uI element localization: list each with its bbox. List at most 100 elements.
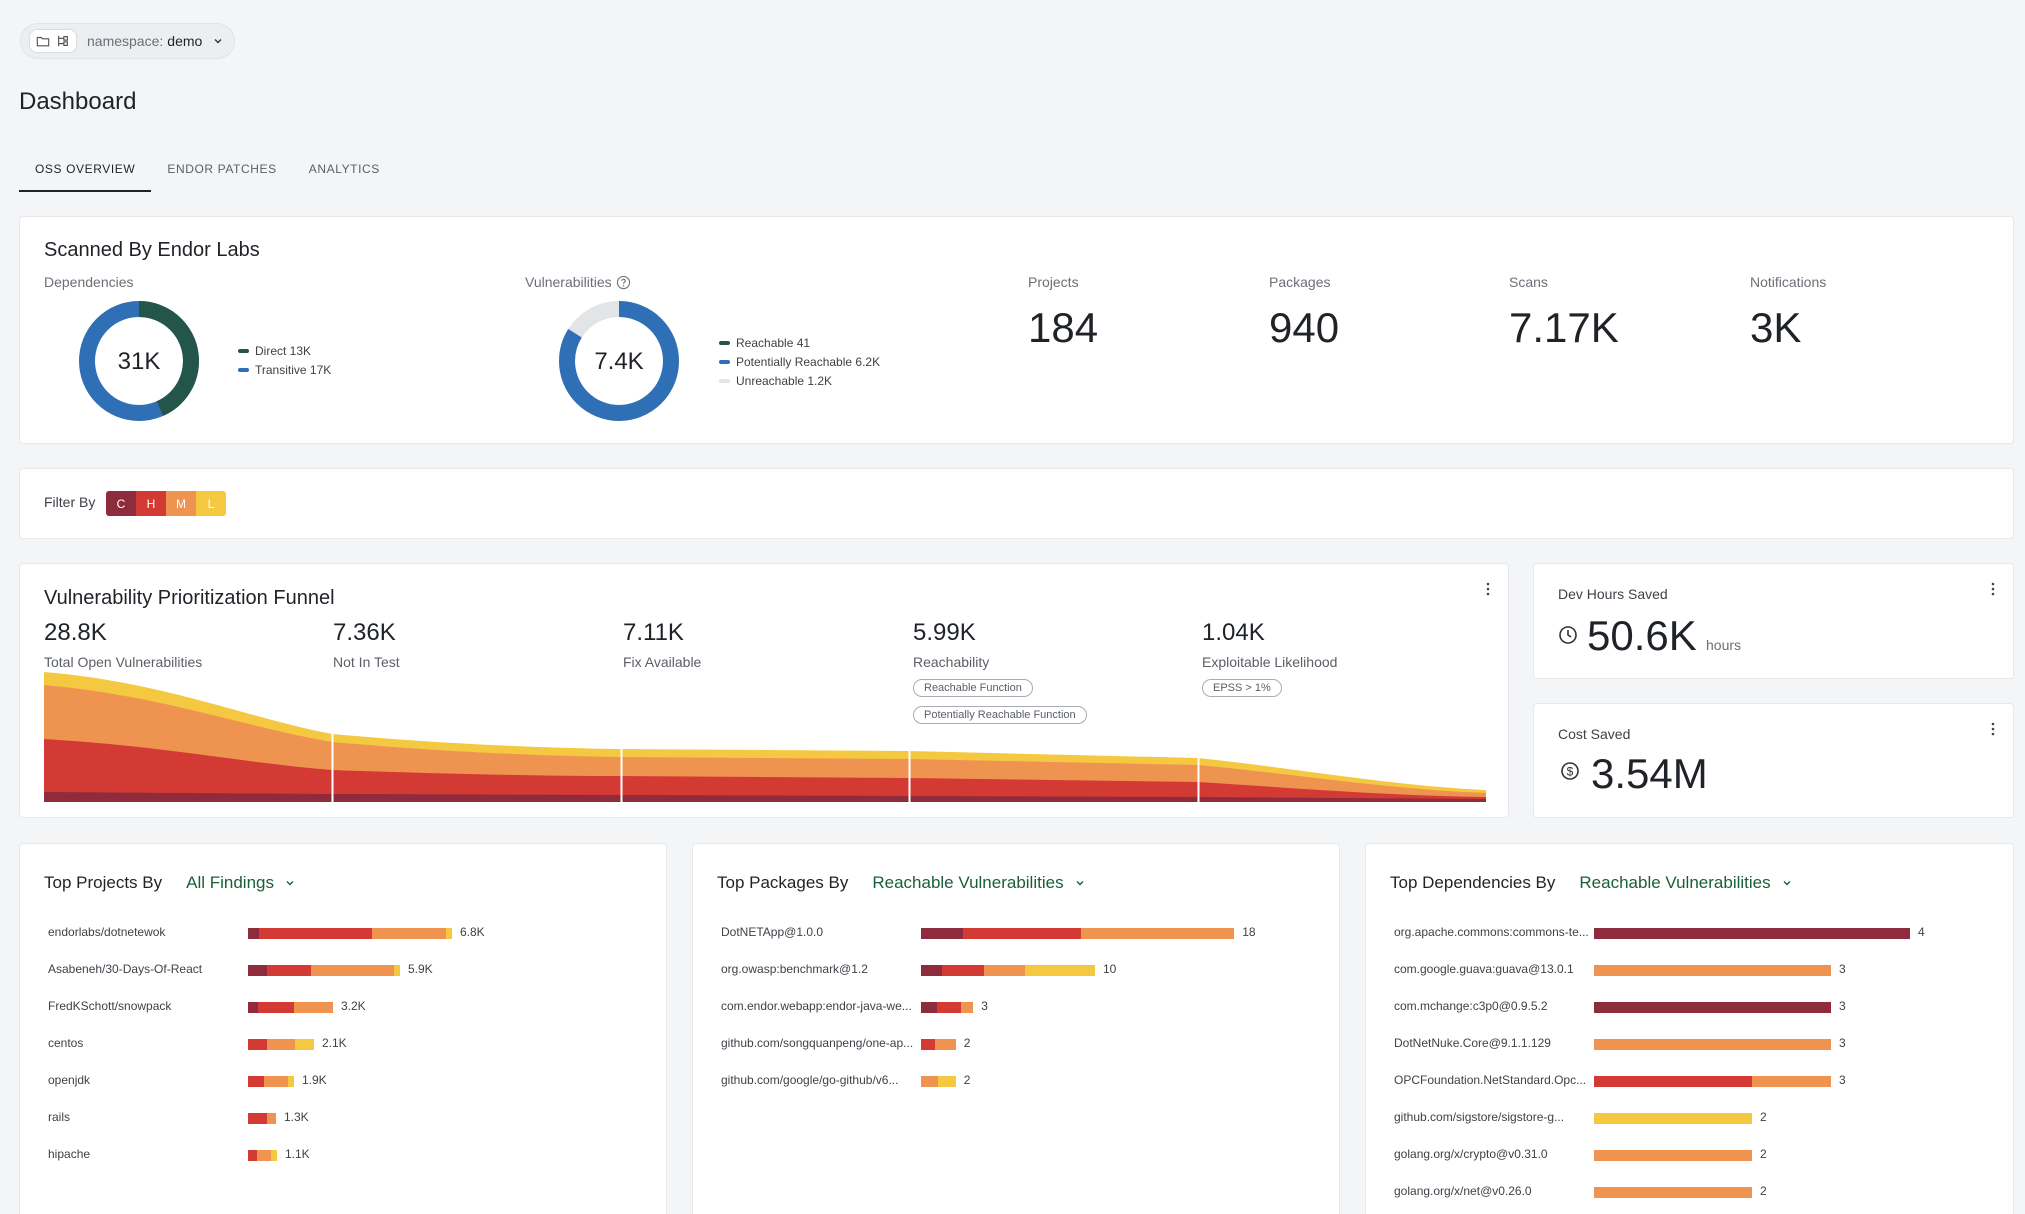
funnel-stage-fix-available-label: Fix Available <box>623 654 702 670</box>
package-name: github.com/google/go-github/v6... <box>721 1073 899 1087</box>
page-title: Dashboard <box>19 88 137 115</box>
package-name: DotNETApp@1.0.0 <box>721 925 824 939</box>
namespace-selector[interactable]: namespace: demo <box>20 23 235 59</box>
dev-hours-card: Dev Hours Saved 50.6K hours <box>1533 563 2014 679</box>
legend-transitive-label: Transitive 17K <box>255 362 332 377</box>
project-row[interactable]: FredKSchott/snowpack 3.2K <box>20 999 666 1021</box>
scanned-title: Scanned By Endor Labs <box>44 239 260 261</box>
dependency-row[interactable]: github.com/sigstore/sigstore-g... 2 <box>1366 1110 2013 1132</box>
legend-unreachable: Unreachable 1.2K <box>719 371 880 390</box>
package-value: 2 <box>963 1036 971 1050</box>
package-row[interactable]: com.endor.webapp:endor-java-we... 3 <box>693 999 1339 1021</box>
dependency-value: 2 <box>1760 1184 1767 1198</box>
project-name: hipache <box>48 1147 91 1161</box>
project-segment-low <box>271 1150 277 1161</box>
stat-packages[interactable]: Packages 940 <box>1269 274 1339 352</box>
dependency-row[interactable]: DotNetNuke.Core@9.1.1.129 3 <box>1366 1036 2013 1058</box>
funnel-menu-icon[interactable] <box>1480 581 1496 597</box>
filter-low[interactable]: L <box>196 491 226 516</box>
package-row[interactable]: org.owasp:benchmark@1.2 10 <box>693 962 1339 984</box>
pill-reachable-function[interactable]: Reachable Function <box>913 679 1033 697</box>
legend-transitive: Transitive 17K <box>238 360 331 379</box>
pill-potentially-reachable-function[interactable]: Potentially Reachable Function <box>913 706 1087 724</box>
project-row[interactable]: hipache 1.1K <box>20 1147 666 1169</box>
project-segment-medium <box>294 1002 333 1013</box>
project-row[interactable]: endorlabs/dotnetewok 6.8K <box>20 925 666 947</box>
dependency-row[interactable]: com.mchange:c3p0@0.9.5.2 3 <box>1366 999 2013 1021</box>
dependencies-donut: 31K <box>79 301 199 421</box>
dependency-row[interactable]: com.google.guava:guava@13.0.1 3 <box>1366 962 2013 984</box>
dependencies-legend: Direct 13K Transitive 17K <box>238 341 331 379</box>
package-segment-medium <box>934 1039 956 1050</box>
package-bar <box>921 965 1095 976</box>
folder-icon <box>36 36 50 47</box>
project-row[interactable]: Asabeneh/30-Days-Of-React 5.9K <box>20 962 666 984</box>
cost-saved-menu-icon[interactable] <box>1985 721 2001 737</box>
dev-hours-menu-icon[interactable] <box>1985 581 2001 597</box>
dependency-row[interactable]: org.apache.commons:commons-te... 4 <box>1366 925 2013 947</box>
legend-unreachable-label: Unreachable 1.2K <box>736 373 833 388</box>
package-row[interactable]: github.com/google/go-github/v6... 2 <box>693 1073 1339 1095</box>
stat-projects[interactable]: Projects 184 <box>1028 274 1098 352</box>
stat-notifications[interactable]: Notifications 3K <box>1750 274 1826 352</box>
funnel-stage-fix-available[interactable]: 7.11K Fix Available <box>623 619 701 670</box>
vulnerabilities-label-text: Vulnerabilities <box>525 274 612 290</box>
top-packages-title: Top Packages By <box>717 873 849 892</box>
dependency-name: com.mchange:c3p0@0.9.5.2 <box>1394 999 1548 1013</box>
dependency-name: golang.org/x/net@v0.26.0 <box>1394 1184 1532 1198</box>
tab-oss-overview[interactable]: OSS OVERVIEW <box>19 148 152 192</box>
project-segment-critical <box>248 928 259 939</box>
project-bar <box>248 1039 314 1050</box>
funnel-stage-total-value: 28.8K <box>44 619 107 646</box>
project-segment-low <box>288 1076 294 1087</box>
stat-packages-label: Packages <box>1269 274 1331 290</box>
stat-projects-label: Projects <box>1028 274 1079 290</box>
top-projects-selector[interactable]: All Findings <box>186 873 296 893</box>
dependency-row[interactable]: golang.org/x/crypto@v0.31.0 2 <box>1366 1147 2013 1169</box>
dependency-row[interactable]: OPCFoundation.NetStandard.Opc... 3 <box>1366 1073 2013 1095</box>
top-dependencies-selector[interactable]: Reachable Vulnerabilities <box>1579 873 1792 893</box>
package-row[interactable]: github.com/songquanpeng/one-ap... 2 <box>693 1036 1339 1058</box>
pill-epss[interactable]: EPSS > 1% <box>1202 679 1282 697</box>
stat-scans-label: Scans <box>1509 274 1548 290</box>
top-packages-selector[interactable]: Reachable Vulnerabilities <box>872 873 1085 893</box>
namespace-value: demo <box>167 33 203 49</box>
package-value: 2 <box>963 1073 971 1087</box>
dev-hours-label: Dev Hours Saved <box>1558 586 1668 602</box>
funnel-stage-total[interactable]: 28.8K Total Open Vulnerabilities <box>44 619 202 670</box>
cost-saved-value: 3.54M <box>1591 750 1708 797</box>
package-segment-medium <box>961 1002 974 1013</box>
namespace-icons <box>29 29 77 53</box>
funnel-stage-reachability[interactable]: 5.99K Reachability Reachable Function Po… <box>913 619 1087 724</box>
project-bar <box>248 928 452 939</box>
project-row[interactable]: openjdk 1.9K <box>20 1073 666 1095</box>
dependency-segment-high <box>1594 1076 1752 1087</box>
dependency-segment-critical <box>1594 1002 1831 1013</box>
dependency-segment-low <box>1594 1113 1752 1124</box>
top-projects-header: Top Projects By All Findings <box>44 873 296 893</box>
dependency-row[interactable]: golang.org/x/net@v0.26.0 2 <box>1366 1184 2013 1206</box>
filter-medium[interactable]: M <box>166 491 196 516</box>
package-row[interactable]: DotNETApp@1.0.0 18 <box>693 925 1339 947</box>
filter-high[interactable]: H <box>136 491 166 516</box>
tab-endor-patches[interactable]: ENDOR PATCHES <box>167 162 277 176</box>
funnel-high-area <box>44 739 1486 802</box>
legend-reachable-label: Reachable 41 <box>736 335 811 350</box>
funnel-stage-fix-available-value: 7.11K <box>623 619 684 646</box>
project-row[interactable]: centos 2.1K <box>20 1036 666 1058</box>
tab-analytics[interactable]: ANALYTICS <box>308 162 380 176</box>
stat-scans[interactable]: Scans 7.17K <box>1509 274 1619 352</box>
dependency-bar <box>1594 1187 1752 1198</box>
funnel-stage-not-in-test[interactable]: 7.36K Not In Test <box>333 619 400 670</box>
help-icon[interactable] <box>616 275 631 290</box>
tree-icon <box>58 35 68 47</box>
project-bar <box>248 1113 276 1124</box>
project-row[interactable]: rails 1.3K <box>20 1110 666 1132</box>
funnel-stage-exploitable[interactable]: 1.04K Exploitable Likelihood EPSS > 1% <box>1202 619 1337 697</box>
project-segment-high <box>248 1076 264 1087</box>
funnel-critical-area <box>44 792 1486 802</box>
package-name: org.owasp:benchmark@1.2 <box>721 962 868 976</box>
dependency-name: com.google.guava:guava@13.0.1 <box>1394 962 1574 976</box>
chevron-down-icon <box>286 881 294 886</box>
filter-critical[interactable]: C <box>106 491 136 516</box>
